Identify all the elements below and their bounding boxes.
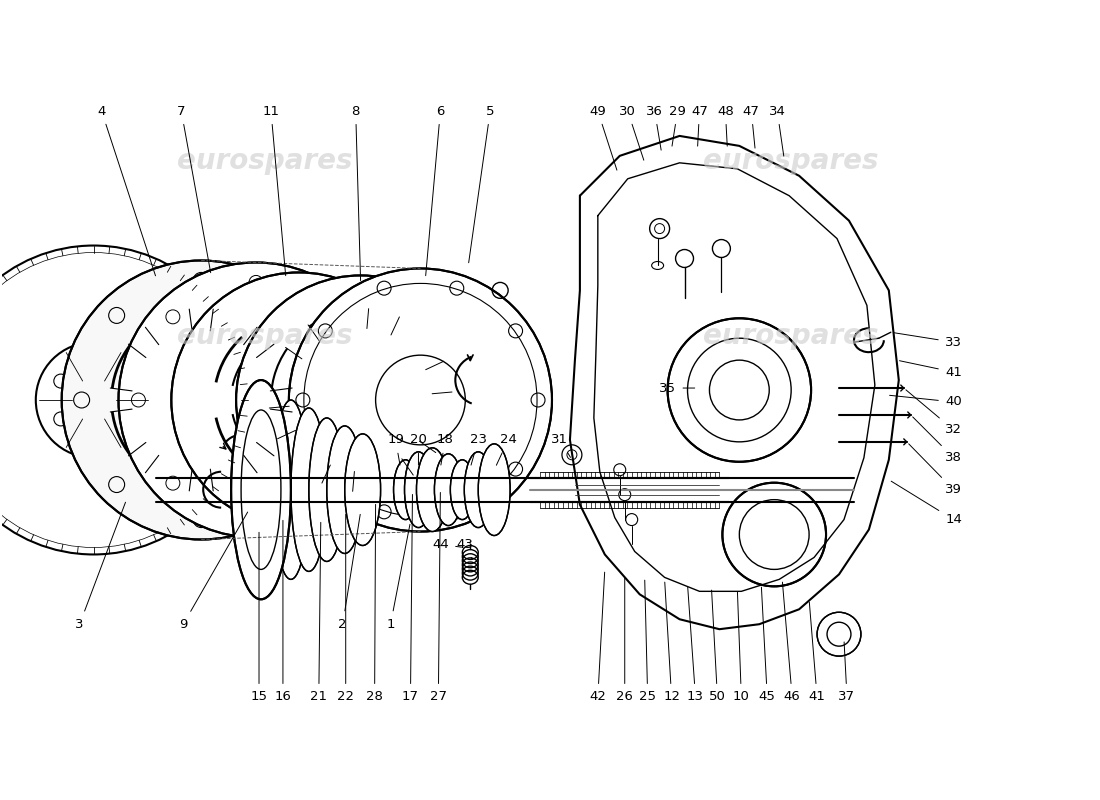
Circle shape [119,262,394,538]
Bar [371,359,389,375]
Ellipse shape [231,380,290,599]
Text: 35: 35 [659,382,695,394]
Text: 49: 49 [590,105,617,170]
Text: 41: 41 [900,361,962,378]
Ellipse shape [405,452,432,527]
Ellipse shape [290,408,327,571]
Text: 31: 31 [551,434,571,458]
Ellipse shape [464,452,492,527]
Text: 16: 16 [275,520,292,703]
Text: 46: 46 [782,582,801,703]
Ellipse shape [327,426,363,554]
Text: 30: 30 [619,105,644,160]
Text: eurospares: eurospares [703,322,879,350]
Text: 9: 9 [179,512,248,630]
Ellipse shape [478,444,510,535]
Text: 6: 6 [426,105,444,276]
Circle shape [723,482,826,586]
Text: 28: 28 [366,505,383,703]
Circle shape [62,261,341,539]
Bar [332,359,351,375]
Text: 19: 19 [387,434,404,465]
Text: 26: 26 [616,577,634,703]
Text: 44: 44 [432,538,462,551]
Text: 27: 27 [430,493,447,703]
Circle shape [668,318,811,462]
Text: 10: 10 [733,592,750,703]
Text: 33: 33 [893,333,962,349]
Text: 3: 3 [76,502,125,630]
Circle shape [817,612,861,656]
Text: 25: 25 [639,580,657,703]
Text: 29: 29 [669,105,686,146]
Text: 50: 50 [710,590,726,703]
Text: 45: 45 [759,587,775,703]
Ellipse shape [273,400,309,579]
Text: 36: 36 [646,105,663,150]
Ellipse shape [450,460,474,519]
Text: 4: 4 [98,105,155,276]
Ellipse shape [417,448,449,531]
Bar [332,425,351,441]
Text: 7: 7 [177,105,211,273]
Ellipse shape [309,418,344,562]
Text: 18: 18 [437,434,454,465]
Text: 38: 38 [913,417,962,464]
Text: 37: 37 [838,642,856,703]
Text: 2: 2 [339,514,360,630]
Bar [371,425,389,441]
Bar [394,392,404,408]
Ellipse shape [394,460,418,519]
Text: 47: 47 [742,105,760,148]
Bar [318,392,328,408]
Text: 11: 11 [263,105,286,276]
Circle shape [236,275,485,525]
Text: 47: 47 [691,105,708,146]
Text: 12: 12 [663,582,680,703]
Text: 22: 22 [338,514,354,703]
Text: 23: 23 [470,434,487,465]
Text: 21: 21 [310,522,328,703]
Ellipse shape [434,454,462,526]
Text: eurospares: eurospares [177,322,353,350]
Text: 15: 15 [251,532,267,703]
Text: 41: 41 [808,602,825,703]
Text: 13: 13 [688,587,704,703]
Text: 32: 32 [906,390,962,436]
Text: 24: 24 [496,434,517,466]
Text: 17: 17 [402,494,419,703]
Text: eurospares: eurospares [177,147,353,175]
Circle shape [289,269,552,531]
Text: 8: 8 [352,105,361,281]
Text: 42: 42 [590,572,606,703]
Circle shape [172,273,427,527]
Text: 1: 1 [386,524,410,630]
Ellipse shape [344,434,381,546]
Text: 14: 14 [891,481,962,526]
Text: 40: 40 [890,395,962,409]
Text: eurospares: eurospares [703,147,879,175]
Text: 39: 39 [909,444,962,496]
Text: 48: 48 [717,105,734,146]
Text: 34: 34 [769,105,785,156]
Text: 20: 20 [410,434,427,465]
Text: 43: 43 [456,538,474,559]
Text: 5: 5 [469,105,495,262]
